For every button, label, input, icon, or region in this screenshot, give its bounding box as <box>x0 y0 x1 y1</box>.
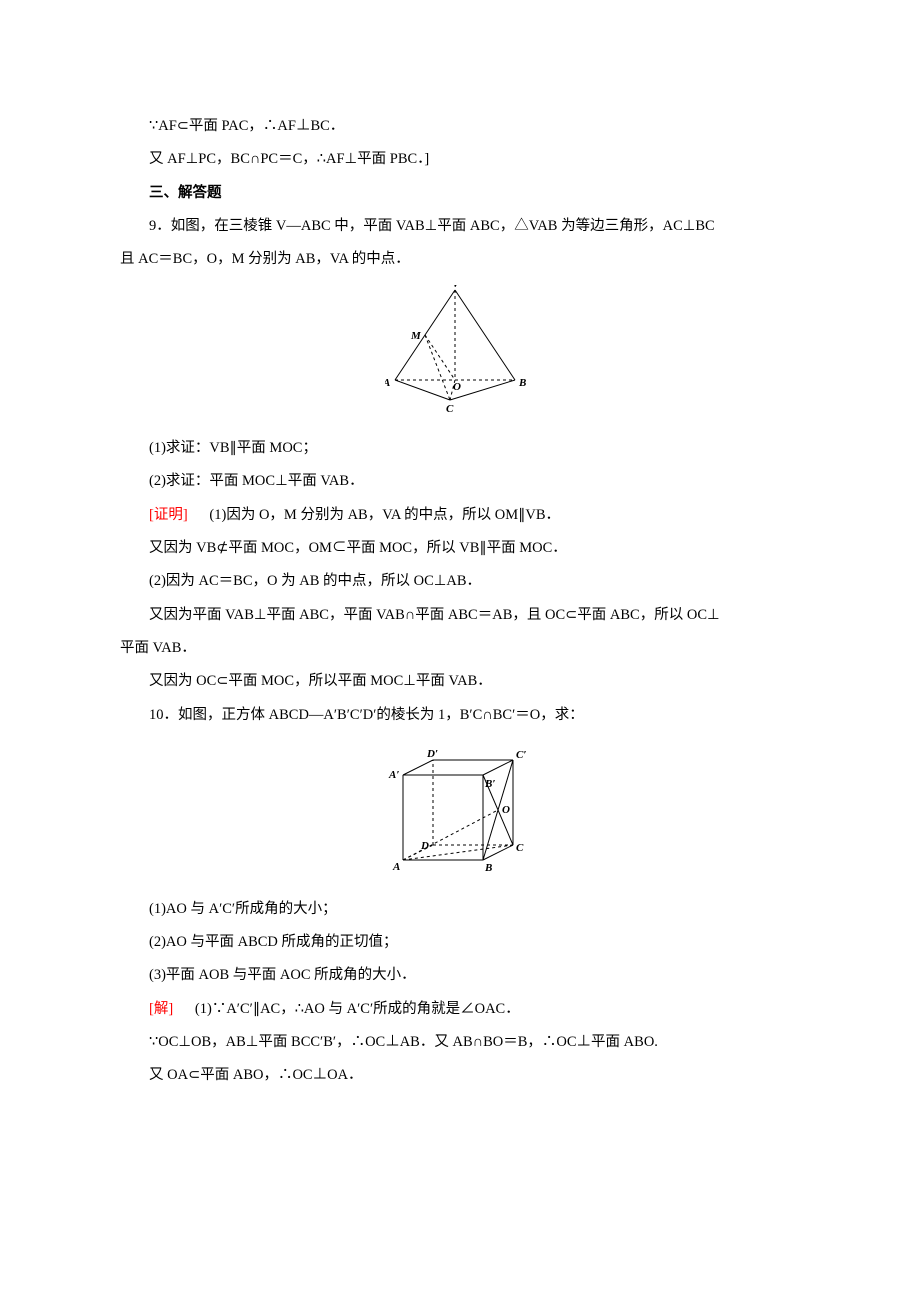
q10-intro: 10．如图，正方体 ABCD—A′B′C′D′的棱长为 1，B′C∩BC′＝O，… <box>120 699 800 732</box>
q10-sol-text1: (1)∵A′C′∥AC，∴AO 与 A′C′所成的角就是∠OAC． <box>195 1001 520 1017</box>
svg-text:C′: C′ <box>516 749 526 761</box>
q10-sub2: (2)AO 与平面 ABCD 所成角的正切值； <box>120 926 800 959</box>
cube-svg: A B C D A′ B′ C′ D′ O <box>383 740 538 875</box>
q10-sub1: (1)AO 与 A′C′所成角的大小； <box>120 893 800 926</box>
q10-sol-line1: [解] (1)∵A′C′∥AC，∴AO 与 A′C′所成的角就是∠OAC． <box>120 993 800 1026</box>
figure-pyramid: V M A B OC <box>120 285 800 428</box>
svg-text:M: M <box>410 330 422 342</box>
q10-sub3: (3)平面 AOB 与平面 AOC 所成角的大小． <box>120 959 800 992</box>
q9-proof-line4a: 又因为平面 VAB⊥平面 ABC，平面 VAB∩平面 ABC＝AB，且 OC⊂平… <box>120 599 800 632</box>
q9-proof-line1: [证明] (1)因为 O，M 分别为 AB，VA 的中点，所以 OM∥VB． <box>120 499 800 532</box>
svg-text:B: B <box>518 377 526 389</box>
page-content: ∵AF⊂平面 PAC，∴AF⊥BC． 又 AF⊥PC，BC∩PC＝C，∴AF⊥平… <box>0 0 920 1153</box>
svg-text:C: C <box>446 403 454 415</box>
text-line-2: 又 AF⊥PC，BC∩PC＝C，∴AF⊥平面 PBC．] <box>120 143 800 176</box>
q9-proof-line3: (2)因为 AC＝BC，O 为 AB 的中点，所以 OC⊥AB． <box>120 565 800 598</box>
svg-text:O: O <box>453 381 461 393</box>
solution-label: [解] <box>149 1001 173 1017</box>
svg-text:V: V <box>452 285 461 290</box>
q9-proof-line2: 又因为 VB⊄平面 MOC，OM⊂平面 MOC，所以 VB∥平面 MOC． <box>120 532 800 565</box>
q9-intro-line1: 9．如图，在三棱锥 V—ABC 中，平面 VAB⊥平面 ABC，△VAB 为等边… <box>120 210 800 243</box>
figure-cube: A B C D A′ B′ C′ D′ O <box>120 740 800 888</box>
svg-text:A: A <box>392 861 400 873</box>
svg-text:D: D <box>420 840 429 852</box>
svg-text:C: C <box>516 842 524 854</box>
q9-sub2: (2)求证：平面 MOC⊥平面 VAB． <box>120 465 800 498</box>
svg-text:B: B <box>484 862 492 874</box>
svg-text:B′: B′ <box>484 778 495 790</box>
q10-sol-line3: 又 OA⊂平面 ABO，∴OC⊥OA． <box>120 1059 800 1092</box>
svg-text:A′: A′ <box>388 769 399 781</box>
text-line-1: ∵AF⊂平面 PAC，∴AF⊥BC． <box>120 110 800 143</box>
q10-sol-line2: ∵OC⊥OB，AB⊥平面 BCC′B′，∴OC⊥AB．又 AB∩BO＝B，∴OC… <box>120 1026 800 1059</box>
svg-text:D′: D′ <box>426 748 438 760</box>
section-heading-3: 三、解答题 <box>120 177 800 210</box>
q9-intro-line2: 且 AC＝BC，O，M 分别为 AB，VA 的中点． <box>120 243 800 276</box>
q9-proof-line5: 又因为 OC⊂平面 MOC，所以平面 MOC⊥平面 VAB． <box>120 665 800 698</box>
q9-sub1: (1)求证：VB∥平面 MOC； <box>120 432 800 465</box>
q9-proof-line4b: 平面 VAB． <box>120 632 800 665</box>
svg-text:A: A <box>385 377 390 389</box>
svg-text:O: O <box>502 804 510 816</box>
proof-label: [证明] <box>149 507 188 523</box>
pyramid-svg: V M A B OC <box>385 285 535 415</box>
q9-proof-text1: (1)因为 O，M 分别为 AB，VA 的中点，所以 OM∥VB． <box>209 507 560 523</box>
